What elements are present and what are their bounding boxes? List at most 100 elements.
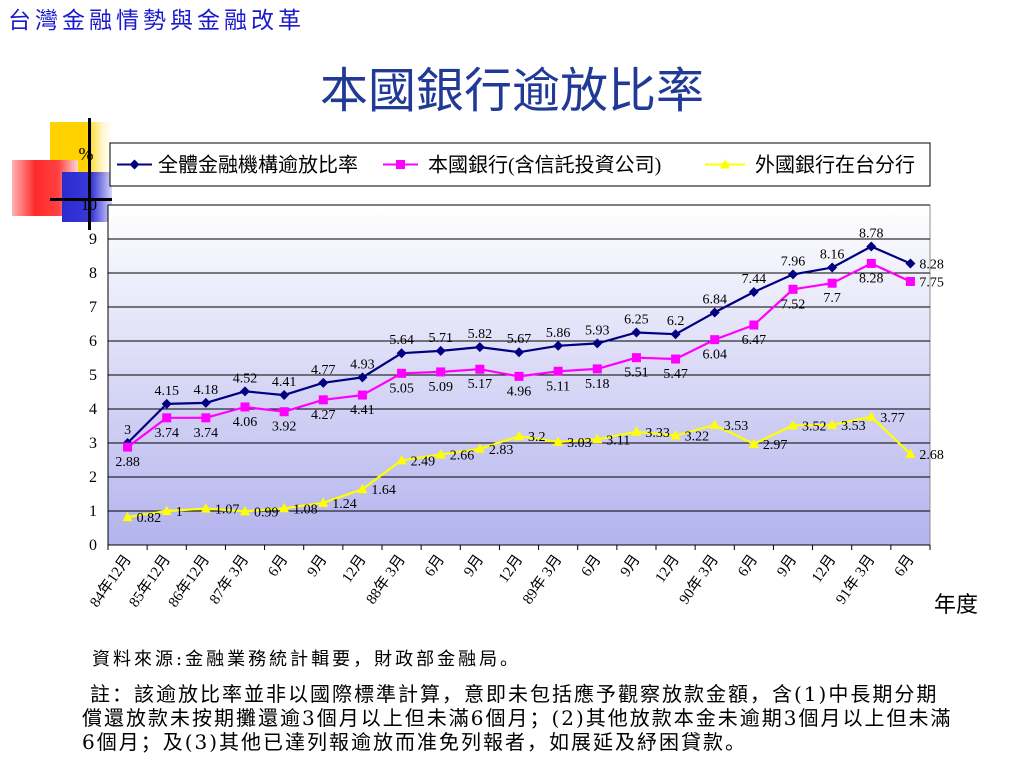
data-label: 4.96 bbox=[507, 384, 532, 399]
data-label: 2.97 bbox=[763, 438, 788, 453]
series-3-triangle-marker bbox=[122, 511, 133, 522]
x-tick-label: 6月 bbox=[579, 552, 605, 580]
data-label: 1.08 bbox=[293, 502, 318, 517]
series-markers bbox=[122, 241, 916, 522]
series-3-triangle-marker bbox=[905, 448, 916, 458]
data-label: 4.27 bbox=[311, 408, 336, 423]
series-3-triangle-marker bbox=[827, 419, 838, 429]
series-3-triangle-marker bbox=[474, 443, 485, 453]
series-2-square-marker bbox=[162, 413, 172, 423]
series-1-diamond-marker bbox=[240, 386, 250, 397]
series-2-square-marker bbox=[749, 320, 759, 330]
decor-vertical-rule bbox=[88, 118, 91, 230]
data-label: 4.41 bbox=[350, 403, 375, 418]
series-2-square-marker bbox=[592, 364, 602, 374]
x-tick-label: 12月 bbox=[496, 552, 526, 586]
line-chart: % 全體金融機構逾放比率 本國銀行(含信託投資公司) 外國銀行在台分行 0 1 2 3… bbox=[79, 142, 978, 617]
data-label: 4.15 bbox=[154, 384, 179, 399]
data-label: 3.22 bbox=[685, 430, 710, 445]
data-label: 7.75 bbox=[919, 276, 944, 291]
series-2-square-marker bbox=[475, 364, 485, 374]
legend-item-all-institutions: 全體金融機構逾放比率 bbox=[117, 154, 358, 177]
data-label: 2.49 bbox=[411, 454, 436, 469]
series-2-square-marker bbox=[905, 277, 915, 286]
x-tick-label: 12月 bbox=[809, 552, 839, 586]
x-tick-label: 89年 3月 bbox=[519, 552, 565, 608]
data-label: 6.25 bbox=[624, 313, 649, 328]
data-label: 2.68 bbox=[919, 448, 944, 463]
legend-triangle-marker bbox=[720, 159, 730, 169]
legend-item-foreign-banks: 外國銀行在台分行 bbox=[705, 154, 915, 177]
data-label: 3 bbox=[124, 423, 131, 438]
series-1-diamond-marker bbox=[200, 397, 211, 408]
decor-square-blue bbox=[62, 172, 112, 222]
footer-source: 資料來源:金融業務統計輯要，財政部金融局。 bbox=[92, 649, 522, 670]
series-2-square-marker bbox=[240, 402, 250, 412]
data-label: 3.77 bbox=[880, 411, 905, 426]
y-tick-label: 5 bbox=[89, 367, 97, 384]
data-label: 5.09 bbox=[428, 380, 453, 395]
data-label: 6.84 bbox=[702, 292, 727, 307]
series-3-triangle-marker bbox=[357, 483, 368, 494]
data-label: 5.64 bbox=[389, 333, 414, 348]
series-1-diamond-marker bbox=[161, 398, 172, 409]
data-label: 2.88 bbox=[115, 455, 140, 470]
series-1-diamond-marker bbox=[709, 307, 720, 318]
data-label: 3.2 bbox=[528, 430, 546, 445]
series-2-square-marker bbox=[397, 368, 407, 378]
data-label: 5.93 bbox=[585, 323, 610, 338]
data-label: 7.44 bbox=[742, 272, 767, 287]
data-label: 5.71 bbox=[428, 331, 453, 346]
series-1-diamond-marker bbox=[827, 262, 838, 273]
legend-diamond-marker bbox=[129, 159, 140, 170]
series-1-diamond-marker bbox=[474, 342, 485, 353]
x-tick-label: 88年 3月 bbox=[363, 552, 409, 608]
data-label: 5.11 bbox=[546, 379, 570, 394]
data-label: 7.7 bbox=[823, 291, 841, 306]
series-2-square-marker bbox=[201, 413, 211, 423]
series-1-diamond-marker bbox=[553, 340, 564, 351]
data-label: 2.66 bbox=[450, 449, 475, 464]
y-tick-label: 3 bbox=[89, 435, 97, 452]
y-tick-label: 0 bbox=[89, 537, 97, 554]
data-label: 3.92 bbox=[272, 420, 297, 435]
footer-note-line: 償還放款未按期攤還逾3個月以上但未滿6個月；(2)其他放款本金未逾期3個月以上但… bbox=[82, 706, 953, 730]
series-2-square-marker bbox=[710, 335, 720, 345]
series-3-triangle-marker bbox=[514, 430, 524, 441]
gridlines bbox=[108, 204, 930, 512]
series-3-triangle-marker bbox=[553, 436, 564, 446]
data-label: 8.28 bbox=[859, 271, 884, 286]
data-label: 3.74 bbox=[154, 426, 179, 441]
series-1-diamond-marker bbox=[396, 348, 407, 359]
series-2-square-marker bbox=[788, 284, 798, 294]
y-tick-label: 9 bbox=[89, 231, 97, 248]
legend: 全體金融機構逾放比率 本國銀行(含信託投資公司) 外國銀行在台分行 bbox=[109, 142, 931, 187]
data-label: 3.33 bbox=[645, 426, 670, 441]
data-label: 6.2 bbox=[667, 314, 685, 329]
series-1-diamond-marker bbox=[748, 287, 759, 298]
data-label: 5.47 bbox=[663, 367, 688, 382]
x-tick-label: 9月 bbox=[774, 552, 800, 580]
data-label: 3.74 bbox=[194, 426, 219, 441]
series-1-diamond-marker bbox=[631, 327, 642, 338]
series-3-triangle-marker bbox=[279, 502, 290, 513]
x-tick-label: 91年 3月 bbox=[832, 552, 878, 608]
series-3-triangle-marker bbox=[788, 419, 798, 430]
series-3-triangle-marker bbox=[748, 438, 759, 449]
x-tick-label: 87年 3月 bbox=[206, 552, 252, 608]
series-2-square-marker bbox=[671, 354, 681, 364]
legend-label: 全體金融機構逾放比率 bbox=[158, 154, 358, 177]
data-label: 5.18 bbox=[585, 377, 610, 392]
series-3-triangle-marker bbox=[866, 411, 877, 421]
data-label: 4.52 bbox=[233, 371, 258, 386]
y-tick-label: 4 bbox=[89, 401, 97, 418]
data-label: 0.99 bbox=[254, 505, 279, 520]
y-tick-label: 7 bbox=[89, 299, 97, 316]
x-tick-label: 6月 bbox=[735, 552, 761, 580]
data-label: 5.17 bbox=[468, 377, 493, 392]
series-2-square-marker bbox=[827, 278, 837, 288]
data-label: 3.53 bbox=[841, 419, 866, 434]
series-1-diamond-marker bbox=[279, 390, 290, 401]
x-tick-label: 6月 bbox=[892, 552, 918, 580]
series-3-triangle-marker bbox=[592, 433, 603, 444]
